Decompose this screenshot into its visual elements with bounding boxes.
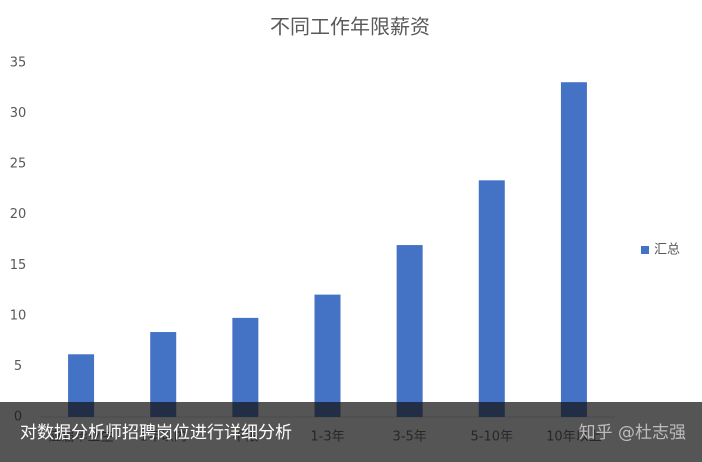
y-tick-label: 25 <box>10 157 27 172</box>
y-tick-label: 5 <box>14 359 22 374</box>
legend-swatch <box>641 246 649 254</box>
legend-label: 汇总 <box>654 243 680 258</box>
watermark: 知乎 @杜志强 <box>579 423 686 443</box>
caption-band <box>0 402 702 462</box>
caption: 对数据分析师招聘岗位进行详细分析 <box>20 423 292 443</box>
chart-title: 不同工作年限薪资 <box>270 15 430 39</box>
y-tick-label: 35 <box>10 56 27 71</box>
bar <box>314 294 341 417</box>
bar <box>560 82 587 418</box>
y-tick-label: 30 <box>10 106 27 121</box>
bar <box>396 245 423 417</box>
bar <box>478 180 505 417</box>
bar <box>232 317 259 417</box>
y-tick-label: 15 <box>10 258 27 273</box>
y-tick-label: 20 <box>10 207 27 222</box>
y-tick-label: 10 <box>10 308 27 323</box>
